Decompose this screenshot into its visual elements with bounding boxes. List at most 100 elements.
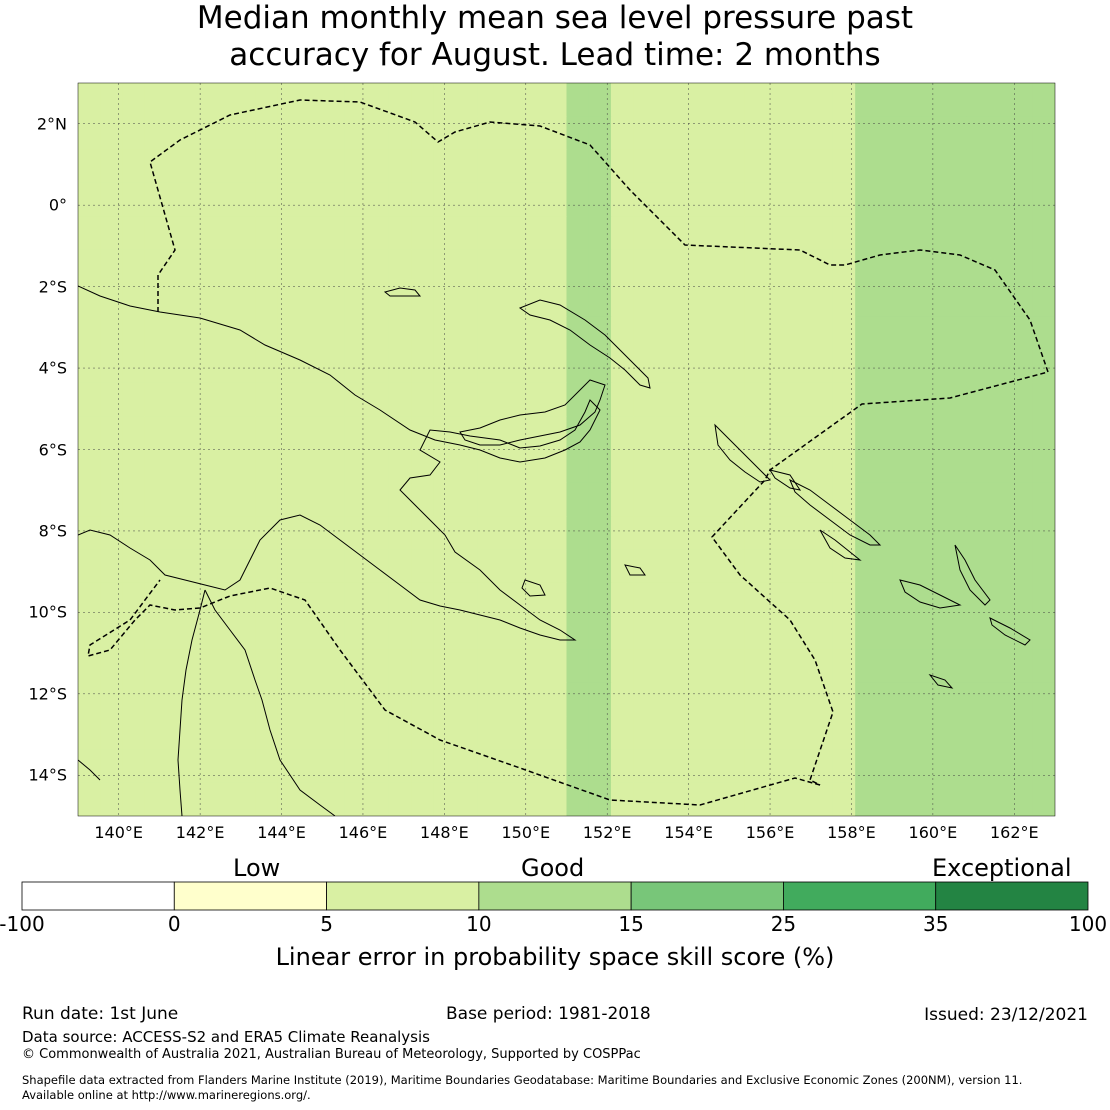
grid-cell: [455, 182, 479, 217]
grid-cell: [855, 116, 878, 151]
grid-cell: [189, 482, 212, 517]
grid-cell: [1010, 449, 1034, 484]
grid-cell: [477, 549, 501, 584]
grid-cell: [255, 616, 279, 651]
grid-cell: [566, 716, 590, 750]
grid-cell: [122, 516, 146, 551]
grid-cell: [189, 249, 212, 284]
grid-cell: [744, 349, 767, 384]
grid-cell: [477, 116, 501, 151]
grid-cell: [255, 682, 279, 717]
grid-cell: [766, 116, 790, 151]
grid-cell: [1032, 549, 1055, 584]
grid-cell: [522, 282, 545, 317]
grid-cell: [366, 616, 390, 651]
grid-cell: [988, 649, 1012, 684]
grid-cell: [721, 182, 745, 217]
grid-cell: [322, 616, 346, 651]
grid-cell: [943, 449, 967, 484]
grid-cell: [544, 582, 568, 617]
grid-cell: [877, 83, 901, 117]
grid-cell: [166, 616, 190, 651]
grid-cell: [499, 249, 523, 284]
grid-cell: [477, 782, 501, 816]
grid-cell: [588, 716, 612, 750]
coastline-gulf: [78, 759, 101, 781]
grid-cell: [477, 416, 501, 451]
longitude-label: 148°E: [420, 823, 469, 842]
grid-cell: [277, 382, 301, 417]
grid-cell: [877, 716, 901, 750]
grid-cell: [433, 682, 457, 717]
grid-cell: [433, 582, 457, 617]
grid-cell: [300, 582, 323, 617]
grid-cell: [522, 449, 545, 484]
colorbar-tick-label: 10: [466, 912, 492, 936]
colorbar-tick-label: -100: [0, 912, 45, 936]
grid-cell: [78, 216, 101, 251]
grid-cell: [499, 316, 523, 351]
grid-cell: [899, 682, 923, 717]
grid-cell: [788, 83, 812, 117]
grid-cell: [566, 682, 590, 717]
grid-cell: [433, 83, 457, 117]
grid-cell: [899, 316, 923, 351]
grid-cell: [855, 83, 878, 117]
grid-cell: [699, 549, 723, 584]
grid-cell: [455, 416, 479, 451]
grid-cell: [788, 782, 812, 816]
latitude-label: 0°: [48, 195, 67, 215]
grid-cell: [233, 249, 257, 284]
run-date: Run date: 1st June: [22, 1004, 179, 1024]
grid-cell: [499, 749, 523, 784]
grid-cell: [78, 249, 101, 284]
grid-cell: [366, 749, 390, 784]
grid-cell: [788, 616, 812, 651]
grid-cell: [677, 649, 701, 684]
grid-cell: [499, 782, 523, 816]
grid-cell: [499, 616, 523, 651]
grid-cell: [788, 282, 812, 317]
grid-cell: [877, 649, 901, 684]
grid-cell: [211, 416, 235, 451]
grid-cell: [810, 149, 834, 184]
grid-cell: [855, 716, 878, 750]
grid-cell: [78, 616, 101, 651]
grid-cell: [744, 149, 767, 184]
grid-cell: [166, 549, 190, 584]
grid-cell: [122, 116, 146, 151]
grid-cell: [388, 249, 412, 284]
coastline-new-britain: [459, 379, 606, 446]
grid-cell: [988, 482, 1012, 517]
grid-cell: [544, 349, 568, 384]
eez-png-south: [87, 579, 821, 806]
grid-cell: [433, 316, 457, 351]
grid-cell: [655, 782, 679, 816]
grid-cell: [255, 282, 279, 317]
grid-cell: [855, 749, 878, 784]
grid-cell: [233, 682, 257, 717]
grid-cell: [677, 749, 701, 784]
grid-cell: [366, 449, 390, 484]
grid-cell: [166, 116, 190, 151]
grid-cell: [988, 116, 1012, 151]
grid-cell: [100, 549, 123, 584]
grid-cell: [966, 482, 989, 517]
grid-cell: [566, 749, 590, 784]
grid-cell: [899, 282, 923, 317]
grid-cell: [455, 649, 479, 684]
latitude-label: 2°S: [38, 277, 67, 297]
longitude-label: 162°E: [989, 823, 1039, 842]
grid-cell: [455, 716, 479, 750]
grid-cell: [744, 382, 767, 417]
coastline-choiseul: [768, 469, 802, 491]
grid-cell: [322, 382, 346, 417]
grid-cell: [300, 249, 323, 284]
grid-cell: [344, 182, 368, 217]
grid-cell: [877, 782, 901, 816]
grid-cell: [610, 549, 634, 584]
grid-cell: [78, 83, 101, 117]
grid-cell: [1032, 282, 1055, 317]
grid-cell: [943, 749, 967, 784]
grid-cell: [655, 182, 679, 217]
